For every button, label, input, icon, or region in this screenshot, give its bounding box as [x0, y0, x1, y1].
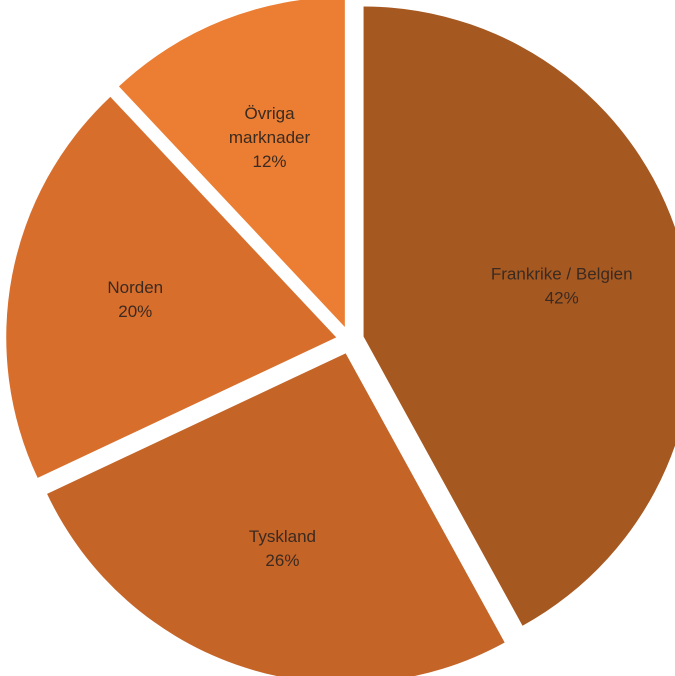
- slice-value-label: 26%: [265, 551, 299, 570]
- pie-slice-0: [363, 6, 675, 626]
- slice-name-label: Tyskland: [249, 527, 316, 546]
- slice-label-2: Norden 20%: [107, 278, 163, 321]
- slice-label-0: Frankrike / Belgien 42%: [491, 265, 633, 308]
- slice-label-3: Övriga marknader 12%: [229, 104, 311, 171]
- slice-name-label: Norden: [107, 278, 163, 297]
- slice-value-label: 20%: [118, 302, 152, 321]
- slice-label-1: Tyskland 26%: [249, 527, 316, 570]
- slice-name-label: Frankrike / Belgien: [491, 265, 633, 284]
- slice-value-label: 42%: [545, 289, 579, 308]
- slice-name-label: Övriga: [244, 104, 295, 123]
- pie-slice-2: [6, 96, 337, 478]
- pie-slice-3: [118, 0, 345, 327]
- slice-name-label: marknader: [229, 128, 311, 147]
- pie-slice-1: [47, 353, 505, 676]
- slice-value-label: 12%: [253, 152, 287, 171]
